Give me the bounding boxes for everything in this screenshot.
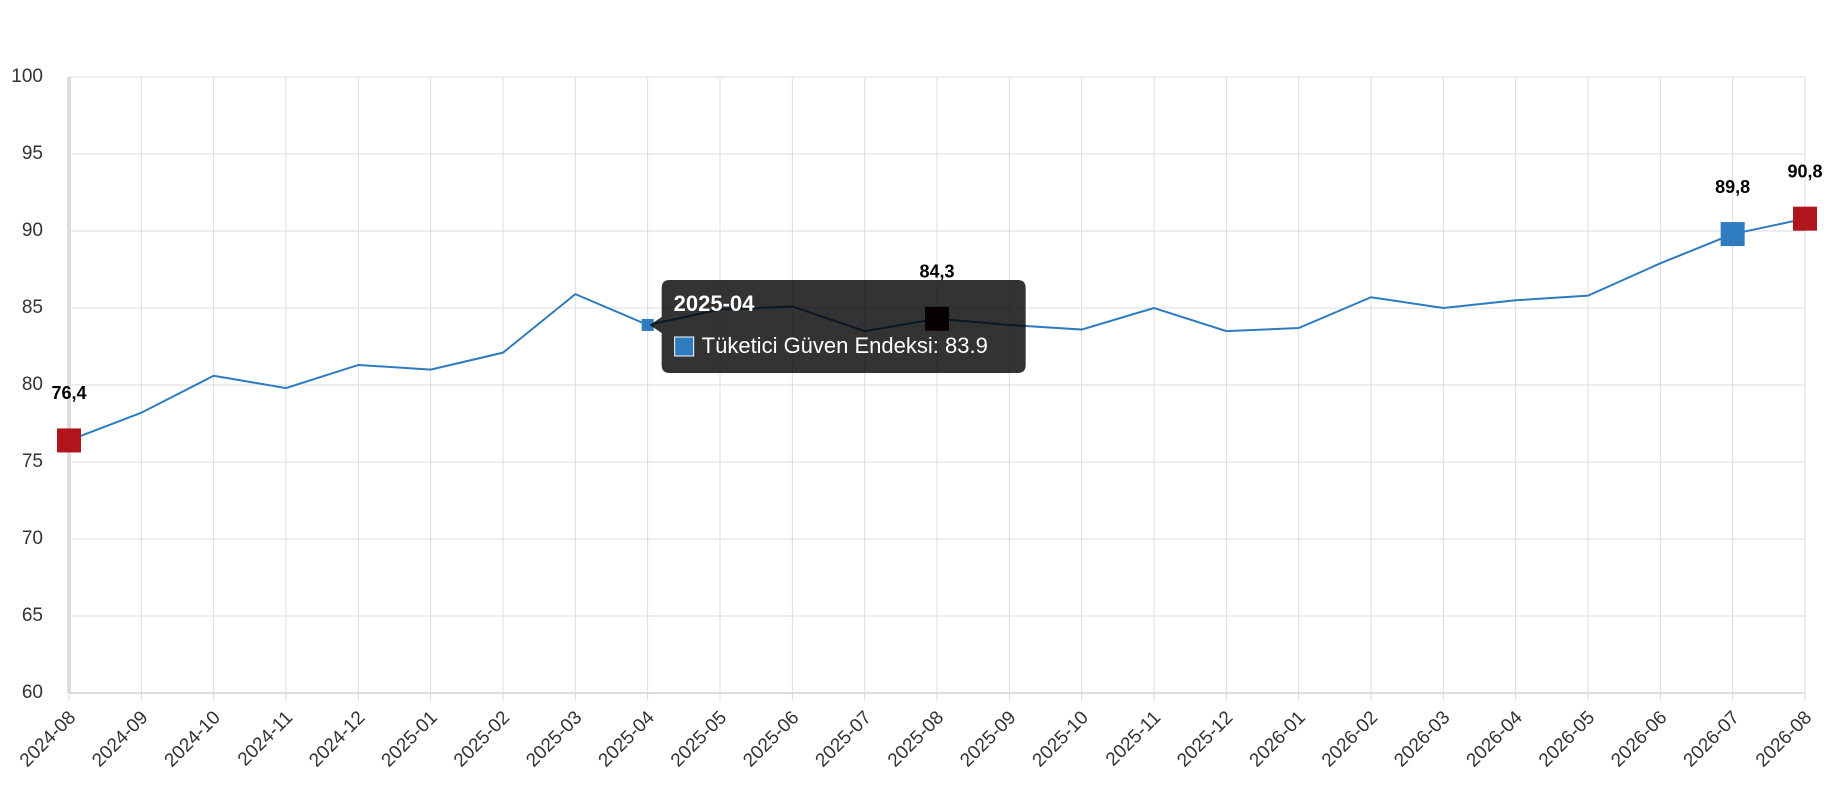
x-tick-label: 2025-11: [1102, 707, 1165, 770]
x-tick-label: 2026-04: [1463, 707, 1527, 771]
x-tick-label: 2025-06: [739, 707, 803, 771]
x-tick-label: 2025-05: [667, 707, 731, 771]
y-tick-label: 90: [22, 220, 43, 241]
x-tick-label: 2025-12: [1173, 707, 1237, 771]
marker: [1793, 206, 1817, 231]
x-tick-label: 2026-08: [1752, 707, 1816, 771]
y-tick-label: 95: [22, 143, 43, 164]
x-tick-label: 2025-01: [378, 707, 442, 771]
y-tick-label: 80: [22, 374, 43, 395]
tooltip-box: [649, 280, 1026, 373]
x-tick-label: 2024-09: [88, 707, 152, 771]
tooltip-title: 2025-04: [674, 291, 756, 316]
y-tick-label: 70: [22, 528, 43, 549]
x-tick-label: 2025-10: [1029, 707, 1093, 771]
y-tick-label: 100: [11, 66, 43, 87]
x-tick-label: 2025-07: [812, 707, 876, 771]
x-tick-label: 2026-02: [1318, 707, 1382, 771]
tooltip-swatch: [674, 336, 695, 357]
x-tick-label: 2024-08: [16, 707, 80, 771]
tooltip-text: Tüketici Güven Endeksi: 83.9: [702, 333, 988, 358]
tooltip: 2025-04 Tüketici Güven Endeksi: 83.9: [649, 280, 1026, 373]
y-tick-label: 75: [22, 451, 43, 472]
x-tick-label: 2026-05: [1535, 707, 1599, 771]
value-label: 84,3: [919, 262, 954, 282]
x-tick-label: 2024-11: [234, 707, 297, 770]
x-tick-label: 2025-03: [522, 707, 586, 771]
value-label: 89,8: [1715, 177, 1750, 197]
x-tick-label: 2026-01: [1246, 707, 1310, 771]
x-tick-label: 2026-06: [1607, 707, 1671, 771]
marker: [641, 318, 654, 331]
x-tick-label: 2026-03: [1390, 707, 1454, 771]
y-tick-label: 60: [22, 682, 43, 703]
x-tick-label: 2025-09: [956, 707, 1020, 771]
x-tick-label: 2025-02: [450, 707, 514, 771]
x-tick-label: 2024-10: [161, 707, 225, 771]
y-tick-label: 65: [22, 605, 43, 626]
x-tick-label: 2024-12: [305, 707, 369, 771]
y-tick-label: 85: [22, 297, 43, 318]
x-tick-label: 2025-08: [884, 707, 948, 771]
x-tick-label: 2026-07: [1680, 707, 1744, 771]
marker: [1720, 222, 1745, 247]
value-label: 76,4: [51, 383, 86, 403]
marker: [57, 428, 81, 453]
x-tick-label: 2025-04: [595, 707, 659, 771]
value-label: 90,8: [1787, 161, 1822, 181]
